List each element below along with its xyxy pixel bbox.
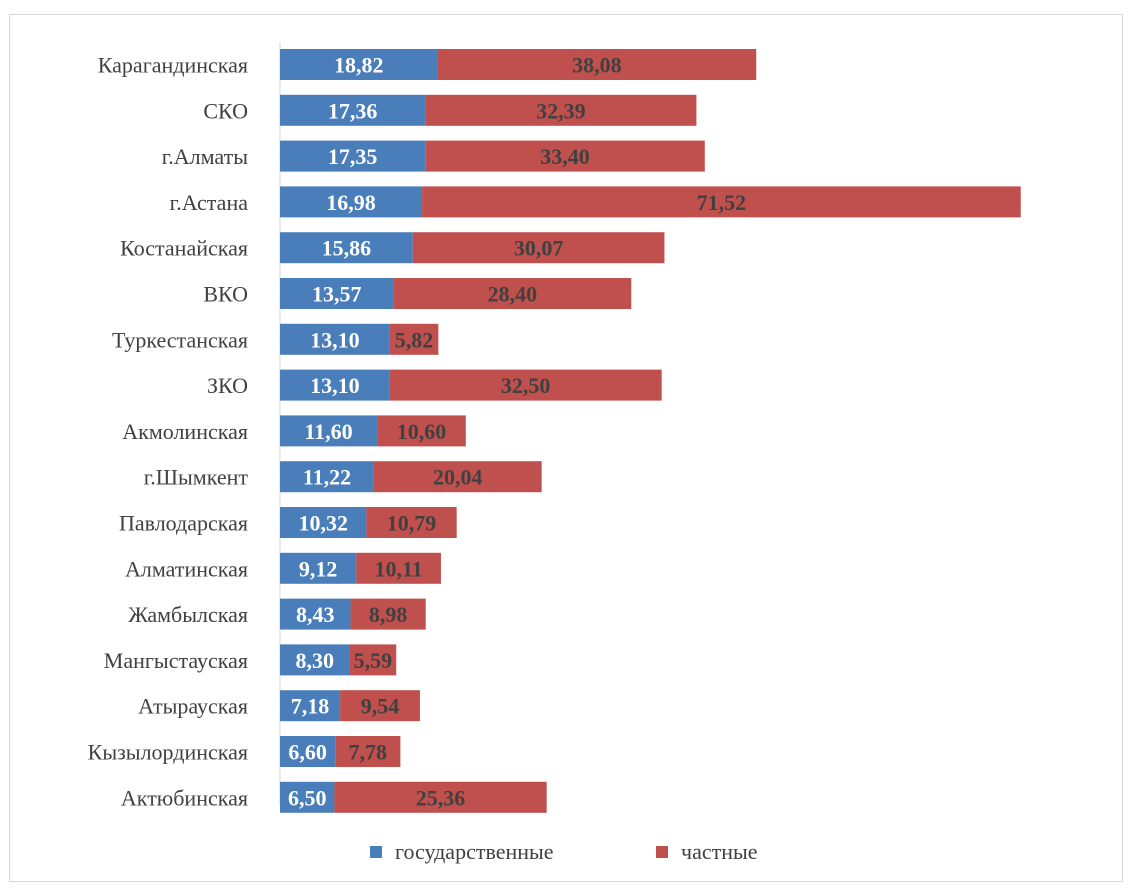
data-label-chastnye: 10,60 xyxy=(397,419,447,444)
category-label: Павлодарская xyxy=(119,511,248,536)
category-label: Мангыстауская xyxy=(104,648,248,673)
bar-chastnye xyxy=(412,232,665,264)
bar-gosudarstvennye xyxy=(280,644,350,676)
data-label-chastnye: 20,04 xyxy=(433,465,483,490)
bar-gosudarstvennye xyxy=(280,598,351,630)
data-label-chastnye: 25,36 xyxy=(416,785,466,810)
category-label: Туркестанская xyxy=(112,327,248,352)
category-label: Кызылординская xyxy=(88,740,248,765)
category-label: СКО xyxy=(203,98,248,123)
legend-swatch-chastnye xyxy=(656,846,668,858)
category-label: Жамбылская xyxy=(128,602,248,627)
data-label-chastnye: 7,78 xyxy=(349,740,388,765)
bar-chastnye xyxy=(350,598,426,630)
data-label-chastnye: 10,79 xyxy=(387,511,437,536)
legend-label-chastnye: частные xyxy=(681,839,758,864)
bar-gosudarstvennye xyxy=(280,278,394,309)
category-label: Алматинская xyxy=(125,556,248,581)
data-label-chastnye: 38,08 xyxy=(572,53,622,78)
data-label-chastnye: 28,40 xyxy=(488,282,538,307)
data-label-gosudarstvennye: 11,60 xyxy=(304,419,352,444)
data-label-gosudarstvennye: 8,30 xyxy=(295,648,334,673)
data-label-gosudarstvennye: 18,82 xyxy=(334,53,384,78)
category-label: г.Астана xyxy=(170,190,249,215)
bar-gosudarstvennye xyxy=(280,507,367,538)
bar-gosudarstvennye xyxy=(280,186,423,218)
category-label: Атырауская xyxy=(138,694,248,719)
data-label-gosudarstvennye: 16,98 xyxy=(326,190,376,215)
data-label-gosudarstvennye: 6,50 xyxy=(288,785,327,810)
category-label: Карагандинская xyxy=(98,53,248,78)
bar-chastnye xyxy=(349,644,397,676)
data-label-chastnye: 8,98 xyxy=(369,602,408,627)
bar-chastnye xyxy=(393,278,632,309)
data-label-chastnye: 32,39 xyxy=(536,98,586,123)
category-label: г.Шымкент xyxy=(144,465,249,490)
category-label: ВКО xyxy=(203,282,248,307)
bar-chastnye xyxy=(425,94,697,126)
bar-chastnye xyxy=(377,415,466,447)
bar-chastnye xyxy=(425,140,705,172)
category-label: ЗКО xyxy=(207,373,248,398)
bar-chastnye xyxy=(389,369,662,401)
bar-chastnye xyxy=(334,781,547,813)
bar-gosudarstvennye xyxy=(280,781,335,813)
bar-chastnye xyxy=(335,736,401,767)
data-label-gosudarstvennye: 17,36 xyxy=(328,98,378,123)
data-label-chastnye: 10,11 xyxy=(374,556,422,581)
bar-chastnye xyxy=(356,552,441,584)
bar-gosudarstvennye xyxy=(280,369,390,401)
data-label-gosudarstvennye: 15,86 xyxy=(322,236,372,261)
bar-gosudarstvennye xyxy=(280,49,438,80)
data-label-chastnye: 5,59 xyxy=(354,648,393,673)
bar-gosudarstvennye xyxy=(280,736,336,767)
data-label-gosudarstvennye: 13,10 xyxy=(310,327,360,352)
category-label: Акмолинская xyxy=(122,419,248,444)
data-label-chastnye: 9,54 xyxy=(361,694,400,719)
data-label-chastnye: 71,52 xyxy=(697,190,747,215)
data-label-gosudarstvennye: 17,35 xyxy=(328,144,378,169)
data-label-gosudarstvennye: 9,12 xyxy=(299,556,338,581)
data-label-chastnye: 33,40 xyxy=(540,144,590,169)
bar-gosudarstvennye xyxy=(280,94,426,126)
data-label-gosudarstvennye: 7,18 xyxy=(291,694,330,719)
bar-gosudarstvennye xyxy=(280,323,390,355)
category-label: г.Алматы xyxy=(162,144,248,169)
data-label-chastnye: 30,07 xyxy=(514,236,564,261)
category-label: Костанайская xyxy=(120,236,248,261)
bar-chastnye xyxy=(340,690,420,722)
bar-gosudarstvennye xyxy=(280,690,341,722)
data-label-gosudarstvennye: 6,60 xyxy=(288,740,327,765)
bar-gosudarstvennye xyxy=(280,415,378,447)
data-label-gosudarstvennye: 13,10 xyxy=(310,373,360,398)
bar-chastnye xyxy=(437,49,757,80)
bar-gosudarstvennye xyxy=(280,232,413,264)
data-label-chastnye: 32,50 xyxy=(501,373,551,398)
bar-gosudarstvennye xyxy=(280,552,357,584)
bar-chastnye xyxy=(373,461,542,493)
category-label: Актюбинская xyxy=(121,785,248,810)
data-label-gosudarstvennye: 13,57 xyxy=(312,282,362,307)
data-label-gosudarstvennye: 10,32 xyxy=(298,511,348,536)
bar-gosudarstvennye xyxy=(280,461,374,493)
legend-label-gosudarstvennye: государственные xyxy=(395,839,554,864)
data-label-gosudarstvennye: 11,22 xyxy=(303,465,351,490)
legend-swatch-gosudarstvennye xyxy=(370,846,382,858)
data-label-gosudarstvennye: 8,43 xyxy=(296,602,335,627)
bar-chastnye xyxy=(389,323,439,355)
bar-chastnye xyxy=(422,186,1021,218)
data-label-chastnye: 5,82 xyxy=(395,327,434,352)
bar-gosudarstvennye xyxy=(280,140,426,172)
bar-chastnye xyxy=(366,507,457,538)
